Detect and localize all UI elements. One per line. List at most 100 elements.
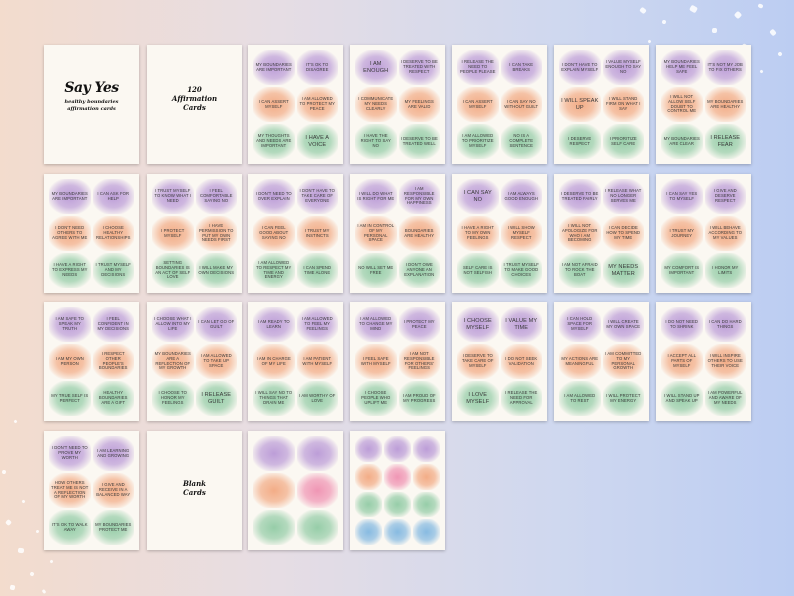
affirmation-card: I can let go of guilt [195,307,237,342]
blank-label-line2: Cards [183,488,206,497]
confetti-piece [759,69,764,74]
affirmation-card: I release what no longer serves me [602,179,644,214]
confetti-piece [777,51,783,57]
affirmation-card: I choose people who uplift me [355,381,397,416]
affirmation-card: I can take breaks [500,50,542,85]
affirmation-card: I can spend time alone [296,253,338,288]
count-label-line1: Affirmation [171,94,218,103]
affirmation-card: I release the need to people please [457,50,499,85]
affirmation-card: I don't have to explain myself [559,50,601,85]
confetti-piece [21,499,26,504]
affirmation-card: I am powerful and aware of my needs [704,381,746,416]
blank-card [296,436,338,471]
card-grid: I am ready to learn I am allowed to feel … [253,307,338,416]
blank-card [296,473,338,508]
affirmation-card: My boundaries are clear [661,124,703,159]
affirmation-card: My true self is perfect [49,381,91,416]
card-grid: I am allowed to change my mind I protect … [355,307,440,416]
affirmation-card: I am ready to learn [253,307,295,342]
affirmation-sheet: I don't have to explain myself I value my… [554,45,649,164]
confetti-piece [647,39,652,44]
affirmation-card: I accept all parts of myself [661,344,703,379]
affirmation-card: I am proud of my progress [398,381,440,416]
affirmation-card: I can assert myself [253,87,295,122]
affirmation-card: I choose myself [457,307,499,342]
affirmation-sheet: My boundaries are important It's ok to di… [248,45,343,164]
affirmation-card: My boundaries are important [253,50,295,85]
affirmation-card: I release fear [704,124,746,159]
affirmation-card: I have a voice [296,124,338,159]
blank-card [253,436,295,471]
affirmation-sheet: I am allowed to change my mind I protect … [350,302,445,421]
affirmation-card: I trust my instincts [296,216,338,251]
blank-sheet-3x4 [350,431,445,550]
affirmation-sheet: I am safe to speak my truth I feel confid… [44,302,139,421]
affirmation-card: I am learning and growing [92,436,134,471]
confetti-piece [688,4,699,14]
affirmation-card: I deserve to be treated fairly [559,179,601,214]
blank-card [355,436,382,462]
blank-card [384,491,411,518]
affirmation-card: I don't need to prove my worth [49,436,91,471]
affirmation-sheet: I release the need to people please I can… [452,45,547,164]
confetti-piece [9,584,16,591]
affirmation-sheet: My boundaries help me feel safe It's not … [656,45,751,164]
confetti-piece [733,10,743,20]
affirmation-card: It's ok to walk away [49,510,91,545]
affirmation-card: I am enough [355,50,397,85]
affirmation-card: I can say no without guilt [500,87,542,122]
affirmation-card: I will inspire others to use their voice [704,344,746,379]
blank-sheet-2x3 [248,431,343,550]
blank-grid [355,436,440,545]
affirmation-sheet: My boundaries are important I can ask for… [44,174,139,293]
cover-card: Say Yes healthy boundaries affirmation c… [44,45,139,164]
affirmation-card: I am allowed to feel my feelings [296,307,338,342]
confetti-piece [13,419,18,424]
affirmation-card: Self care is not selfish [457,253,499,288]
confetti-piece [757,3,764,9]
count-label-line2: Cards [183,103,206,112]
card-grid: I do not need to shrink I can do hard thi… [661,307,746,416]
affirmation-card: I choose what I allow into my life [152,307,194,342]
blank-card [413,463,440,490]
affirmation-card: I value myself enough to say no [602,50,644,85]
card-grid: I choose myself I value my time I deserve … [457,307,542,416]
affirmation-card: I am worthy of love [296,381,338,416]
affirmation-card: I prioritize self care [602,124,644,159]
affirmation-card: I have the right to say no [355,124,397,159]
affirmation-card: I trust my journey [661,216,703,251]
blank-card [253,473,295,508]
affirmation-sheet: I don't need to over explain I don't have… [248,174,343,293]
card-grid: I trust myself to know what I need I feel… [152,179,237,288]
cover-subtitle-line2: affirmation cards [67,106,116,112]
affirmation-card: I am in charge of my life [253,344,295,379]
card-grid: I release the need to people please I can… [457,50,542,159]
confetti-piece [639,6,647,15]
blank-card [384,519,411,545]
affirmation-card: I have permission to put my own needs fi… [195,216,237,251]
card-grid: My boundaries are important I can ask for… [49,179,134,288]
affirmation-sheet: I can say yes to myself I give and deserv… [656,174,751,293]
affirmation-card: My boundaries are healthy [704,87,746,122]
affirmation-card: I am not responsible for others' feeling… [398,344,440,379]
blank-card [384,463,411,490]
affirmation-card: I can ask for help [92,179,134,214]
blank-cards-title-card: Blank Cards [147,431,242,550]
affirmation-card: I will stand firm on what I say [602,87,644,122]
affirmation-card: I can do hard things [704,307,746,342]
confetti-piece [17,547,25,554]
blank-card [355,519,382,545]
affirmation-card: I love myself [457,381,499,416]
affirmation-card: No will set me free [355,253,397,288]
affirmation-card: My boundaries help me feel safe [661,50,703,85]
affirmation-card: I protect myself [152,216,194,251]
affirmation-sheet: I can say no I am always good enough I hav… [452,174,547,293]
affirmation-card: I feel comfortable saying no [195,179,237,214]
affirmation-card: I give and deserve respect [704,179,746,214]
affirmation-card: I am allowed to prioritize myself [457,124,499,159]
card-grid: I can say no I am always good enough I hav… [457,179,542,288]
affirmation-card: I will say no to things that drain me [253,381,295,416]
blank-card [355,463,382,490]
affirmation-card: I am not afraid to rock the boat [559,253,601,288]
blank-card [413,519,440,545]
